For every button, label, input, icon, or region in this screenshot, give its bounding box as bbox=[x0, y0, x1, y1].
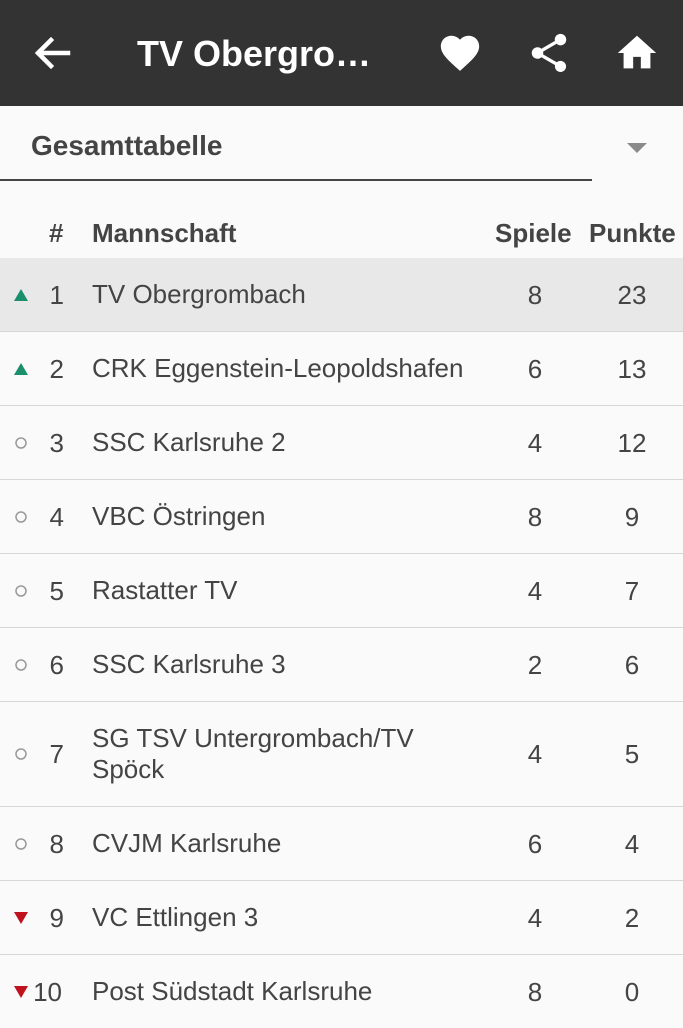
table-row[interactable]: 7 SG TSV Untergrombach/TV Spöck 4 5 bbox=[0, 702, 683, 807]
row-team-name: CRK Eggenstein-Leopoldshafen bbox=[92, 353, 464, 383]
column-header-team: Mannschaft bbox=[92, 218, 237, 248]
home-icon bbox=[617, 35, 657, 69]
row-team-name: VC Ettlingen 3 bbox=[92, 902, 259, 932]
trend-neutral-icon bbox=[13, 746, 29, 762]
row-team-name: Post Südstadt Karlsruhe bbox=[92, 976, 373, 1006]
standings-table: # Mannschaft Spiele Punkte 1 TV Obergromb… bbox=[0, 200, 683, 1028]
row-points: 13 bbox=[617, 353, 647, 384]
app-bar: TV Obergrombach bbox=[0, 0, 683, 106]
share-button[interactable] bbox=[526, 30, 572, 76]
trend-neutral-icon bbox=[13, 509, 29, 525]
favorite-button[interactable] bbox=[437, 30, 483, 76]
table-header: # Mannschaft Spiele Punkte bbox=[0, 200, 683, 258]
home-button[interactable] bbox=[614, 30, 660, 76]
row-points: 6 bbox=[624, 649, 640, 680]
chevron-down-icon bbox=[627, 143, 647, 153]
trend-neutral-icon bbox=[13, 657, 29, 673]
row-points: 9 bbox=[624, 501, 640, 532]
row-rank: 3 bbox=[49, 427, 64, 458]
row-team-name: SG TSV Untergrombach/TV Spöck bbox=[92, 723, 414, 784]
arrow-left-icon bbox=[34, 36, 71, 70]
trend-down-icon bbox=[13, 910, 29, 926]
row-points: 23 bbox=[617, 279, 647, 310]
row-games: 8 bbox=[527, 279, 543, 310]
table-row[interactable]: 4 VBC Östringen 8 9 bbox=[0, 480, 683, 554]
row-rank: 9 bbox=[49, 902, 64, 933]
heart-icon bbox=[440, 35, 480, 71]
row-games: 6 bbox=[527, 353, 543, 384]
column-header-points: Punkte bbox=[589, 218, 676, 248]
column-header-rank: # bbox=[49, 218, 64, 248]
row-team-name: CVJM Karlsruhe bbox=[92, 828, 282, 858]
row-rank: 6 bbox=[49, 649, 64, 680]
row-team-name: VBC Östringen bbox=[92, 501, 266, 531]
share-icon bbox=[531, 33, 567, 73]
table-body: 1 TV Obergrombach 8 23 2 CRK Eggenstein-Leopo… bbox=[0, 258, 683, 1028]
row-games: 4 bbox=[527, 427, 543, 458]
row-rank: 7 bbox=[49, 739, 64, 769]
table-row[interactable]: 3 SSC Karlsruhe 2 4 12 bbox=[0, 406, 683, 480]
selected-table-type: Gesamttabelle bbox=[31, 130, 223, 161]
table-row[interactable]: 1 TV Obergrombach 8 23 bbox=[0, 258, 683, 332]
trend-up-icon bbox=[13, 287, 29, 303]
table-row[interactable]: 2 CRK Eggenstein-Leopoldshafen 6 13 bbox=[0, 332, 683, 406]
row-games: 8 bbox=[527, 976, 543, 1007]
row-points: 5 bbox=[624, 739, 640, 769]
row-points: 4 bbox=[624, 828, 640, 859]
select-underline bbox=[0, 179, 592, 181]
table-row[interactable]: 10 Post Südstadt Karlsruhe 8 0 bbox=[0, 955, 683, 1028]
row-team-name: SSC Karlsruhe 2 bbox=[92, 427, 286, 457]
row-points: 0 bbox=[624, 976, 640, 1007]
trend-neutral-icon bbox=[13, 583, 29, 599]
row-points: 12 bbox=[617, 427, 647, 458]
table-row[interactable]: 9 VC Ettlingen 3 4 2 bbox=[0, 881, 683, 955]
trend-neutral-icon bbox=[13, 435, 29, 451]
row-team-name: Rastatter TV bbox=[92, 575, 238, 605]
trend-up-icon bbox=[13, 361, 29, 377]
row-team-name: SSC Karlsruhe 3 bbox=[92, 649, 286, 679]
row-rank: 1 bbox=[49, 279, 64, 310]
table-row[interactable]: 8 CVJM Karlsruhe 6 4 bbox=[0, 807, 683, 881]
row-rank: 4 bbox=[49, 501, 64, 532]
row-games: 4 bbox=[527, 739, 543, 769]
table-row[interactable]: 5 Rastatter TV 4 7 bbox=[0, 554, 683, 628]
trend-neutral-icon bbox=[13, 836, 29, 852]
row-team-name: TV Obergrombach bbox=[92, 279, 306, 309]
row-points: 2 bbox=[624, 902, 640, 933]
row-games: 4 bbox=[527, 575, 543, 606]
trend-down-icon bbox=[13, 984, 29, 1000]
page-title: TV Obergrombach bbox=[137, 33, 397, 74]
row-rank: 8 bbox=[49, 828, 64, 859]
row-games: 2 bbox=[527, 649, 543, 680]
back-button[interactable] bbox=[30, 33, 74, 73]
row-points: 7 bbox=[624, 575, 640, 606]
table-type-select[interactable]: Gesamttabelle bbox=[0, 106, 683, 182]
row-games: 6 bbox=[527, 828, 543, 859]
row-games: 8 bbox=[527, 501, 543, 532]
table-row[interactable]: 6 SSC Karlsruhe 3 2 6 bbox=[0, 628, 683, 702]
row-rank: 2 bbox=[49, 353, 64, 384]
row-rank: 10 bbox=[33, 976, 62, 1007]
row-rank: 5 bbox=[49, 575, 64, 606]
row-games: 4 bbox=[527, 902, 543, 933]
column-header-games: Spiele bbox=[495, 218, 572, 248]
